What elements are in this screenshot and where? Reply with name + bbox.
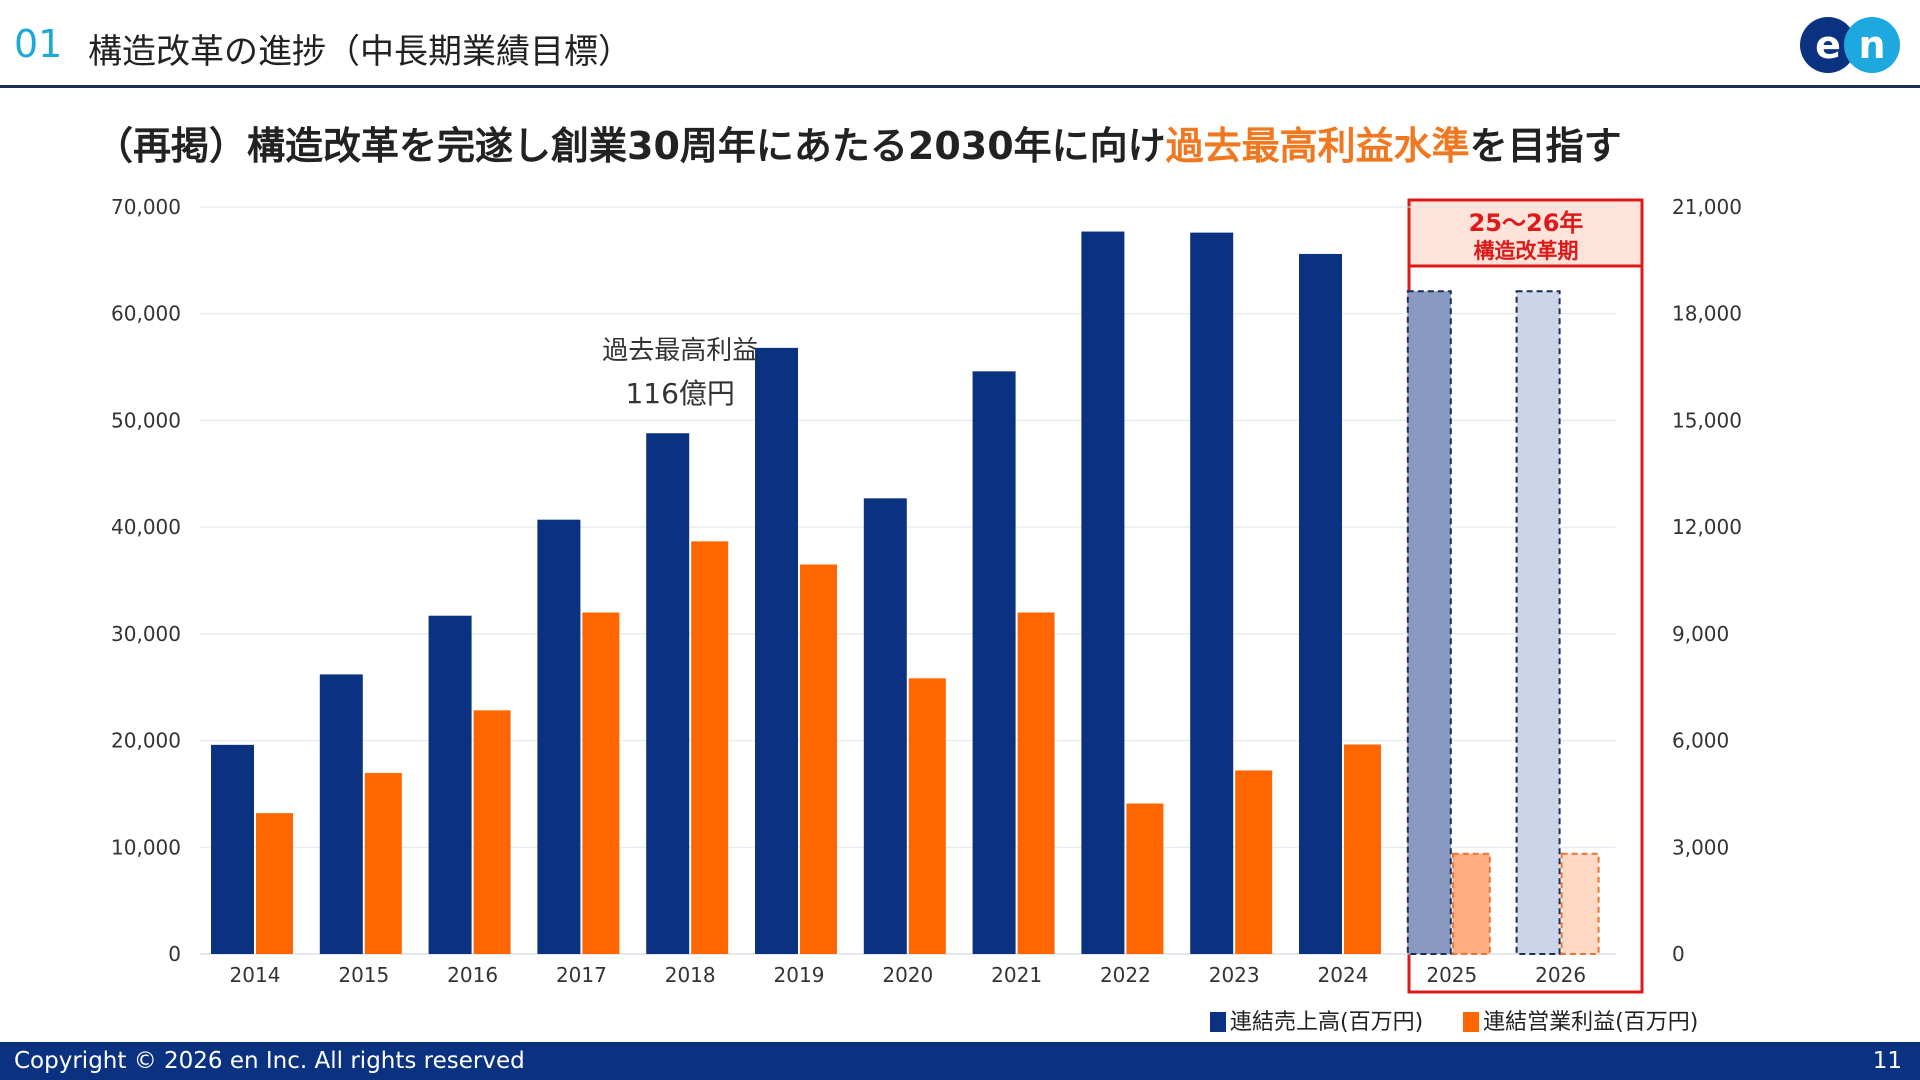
header-divider — [0, 85, 1920, 88]
x-axis-tick-2018: 2018 — [665, 963, 716, 987]
right-axis-tick: 6,000 — [1672, 729, 1729, 753]
copyright-text: Copyright © 2026 en Inc. All rights rese… — [14, 1048, 525, 1074]
footer-bar: Copyright © 2026 en Inc. All rights rese… — [0, 1042, 1920, 1080]
legend-swatch-sales — [1210, 1012, 1226, 1032]
subtitle-highlight: 過去最高利益水準 — [1165, 124, 1470, 168]
structural-reform-label-line1: 25～26年 — [1469, 209, 1584, 237]
sales-bar-2018 — [646, 433, 690, 955]
right-axis-tick: 18,000 — [1672, 302, 1742, 326]
sales-bar-2017 — [537, 519, 581, 954]
x-axis-tick-2020: 2020 — [882, 963, 933, 987]
sales-bar-2026 — [1515, 290, 1561, 956]
left-axis-tick: 0 — [168, 942, 181, 966]
sales-bar-2019 — [755, 347, 798, 954]
profit-bar-2022 — [1126, 803, 1164, 954]
svg-text:n: n — [1858, 23, 1885, 67]
chart-legend: 連結売上高(百万円) 連結営業利益(百万円) — [1210, 1004, 1698, 1036]
left-axis-tick: 40,000 — [111, 515, 181, 539]
profit-bar-2017 — [582, 612, 620, 954]
left-axis-tick: 30,000 — [111, 622, 181, 646]
slide-subtitle: （再掲）構造改革を完遂し創業30周年にあたる2030年に向け過去最高利益水準を目… — [95, 115, 1622, 170]
x-axis-tick-2022: 2022 — [1100, 963, 1151, 987]
peak-profit-annotation-line2: 116億円 — [625, 377, 734, 410]
profit-bar-2015 — [364, 772, 402, 954]
right-axis-tick: 21,000 — [1672, 195, 1742, 219]
left-axis-tick: 20,000 — [111, 729, 181, 753]
legend-label-profit: 連結営業利益(百万円) — [1483, 1010, 1699, 1035]
right-axis-tick: 0 — [1672, 942, 1685, 966]
x-axis-tick-2015: 2015 — [338, 963, 389, 987]
svg-text:e: e — [1815, 23, 1841, 67]
sales-bar-2023 — [1190, 232, 1234, 954]
en-logo: e n — [1800, 17, 1900, 73]
profit-bar-2019 — [800, 564, 837, 954]
x-axis-tick-2023: 2023 — [1209, 963, 1260, 987]
structural-reform-label-line2: 構造改革期 — [1474, 239, 1579, 263]
legend-item-sales: 連結売上高(百万円) — [1210, 1004, 1423, 1036]
x-axis-tick-2021: 2021 — [991, 963, 1042, 987]
x-axis-tick-2024: 2024 — [1318, 963, 1369, 987]
x-axis-tick-2026: 2026 — [1535, 963, 1586, 987]
page-title: 構造改革の進捗（中長期業績目標） — [88, 32, 632, 72]
sales-bar-2024 — [1299, 253, 1342, 954]
left-axis-tick: 50,000 — [111, 408, 181, 432]
left-axis-tick: 10,000 — [111, 835, 181, 859]
profit-bar-2023 — [1235, 770, 1273, 954]
sales-bar-2025 — [1406, 290, 1452, 956]
sales-bar-2016 — [428, 615, 472, 954]
profit-bar-2016 — [473, 710, 511, 954]
legend-item-profit: 連結営業利益(百万円) — [1463, 1004, 1698, 1036]
subtitle-prefix: （再掲）構造改革を完遂し創業30周年にあたる2030年に向け — [95, 124, 1166, 168]
peak-profit-annotation-line1: 過去最高利益 — [602, 336, 758, 366]
sales-bar-2014 — [211, 744, 254, 954]
profit-bar-2021 — [1017, 612, 1055, 954]
legend-swatch-profit — [1463, 1012, 1480, 1032]
section-number: 01 — [14, 22, 63, 66]
x-axis-tick-2016: 2016 — [447, 963, 498, 987]
right-axis-tick: 12,000 — [1672, 515, 1742, 539]
sales-bar-2022 — [1081, 231, 1125, 954]
right-axis-tick: 3,000 — [1672, 835, 1729, 859]
profit-bar-2025 — [1451, 852, 1491, 956]
right-axis-tick: 15,000 — [1672, 408, 1742, 432]
subtitle-suffix: を目指す — [1469, 124, 1622, 168]
sales-bar-2020 — [863, 498, 907, 954]
x-axis-tick-2019: 2019 — [774, 963, 825, 987]
x-axis-tick-2017: 2017 — [556, 963, 607, 987]
profit-bar-2026 — [1560, 852, 1600, 956]
sales-bar-2015 — [319, 674, 363, 954]
profit-bar-2024 — [1344, 744, 1381, 954]
x-axis-tick-2025: 2025 — [1426, 963, 1477, 987]
x-axis-tick-2014: 2014 — [230, 963, 281, 987]
profit-bar-2014 — [256, 813, 293, 954]
sales-bar-2021 — [972, 371, 1016, 955]
right-axis-tick: 9,000 — [1672, 622, 1729, 646]
left-axis-tick: 60,000 — [111, 302, 181, 326]
profit-bar-2018 — [691, 541, 729, 954]
left-axis-tick: 70,000 — [111, 195, 181, 219]
page-number: 11 — [1872, 1048, 1902, 1074]
legend-label-sales: 連結売上高(百万円) — [1230, 1010, 1424, 1035]
profit-bar-2020 — [908, 678, 946, 954]
structural-reform-label-bg — [1410, 201, 1641, 266]
